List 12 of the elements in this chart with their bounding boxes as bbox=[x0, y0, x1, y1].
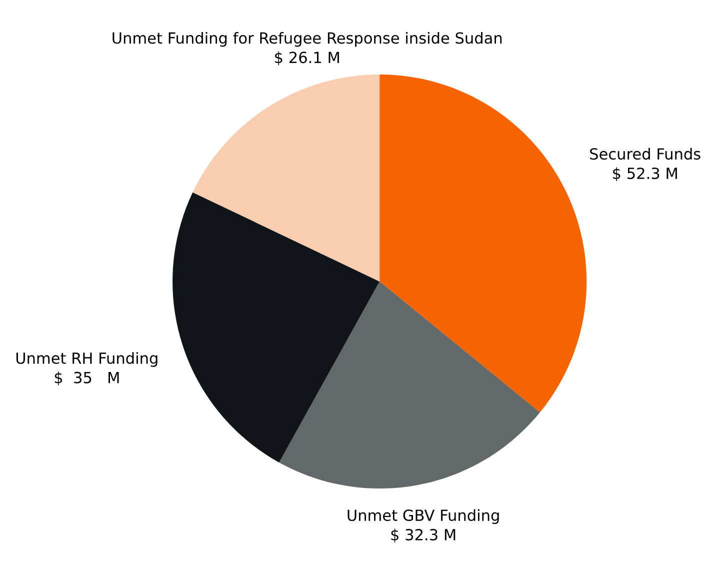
data-label: $ 26.1 M bbox=[275, 51, 339, 66]
pie-slice bbox=[279, 282, 540, 489]
data-label: $ 35 M bbox=[54, 372, 119, 386]
slice-label: Unmet RH Funding bbox=[16, 352, 158, 367]
slice-label: Secured Funds bbox=[590, 148, 700, 160]
pie-slice bbox=[192, 74, 380, 282]
data-label: $ 32.3 M bbox=[391, 528, 456, 543]
slice-label: Unmet Funding for Refugee Response inside Sudan bbox=[112, 32, 502, 47]
slice-label: Unmet GBV Funding bbox=[348, 509, 499, 524]
pie-slice bbox=[172, 192, 380, 463]
pie-slice bbox=[380, 74, 587, 412]
data-label: $ 52.3 M bbox=[613, 167, 677, 182]
